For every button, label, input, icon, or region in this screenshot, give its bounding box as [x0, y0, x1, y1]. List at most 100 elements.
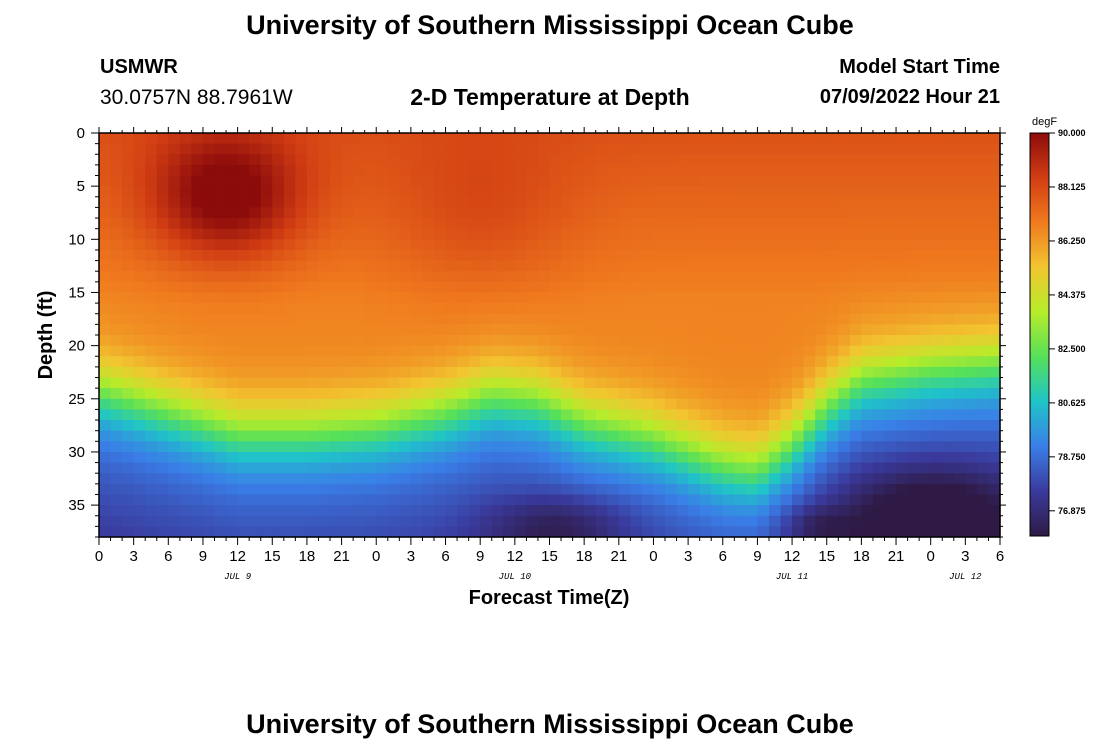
- heatmap-cell: [503, 281, 516, 294]
- heatmap-cell: [780, 186, 793, 198]
- heatmap-cell: [283, 483, 296, 496]
- heatmap-cell: [410, 249, 424, 262]
- heatmap-cell: [387, 154, 400, 166]
- heatmap-cell: [145, 515, 158, 527]
- heatmap-cell: [433, 451, 447, 464]
- heatmap-cell: [872, 249, 886, 262]
- heatmap-cell: [422, 356, 435, 368]
- heatmap-cell: [202, 420, 216, 432]
- heatmap-cell: [226, 515, 239, 527]
- heatmap-cell: [168, 196, 181, 209]
- heatmap-cell: [711, 228, 724, 240]
- heatmap-cell: [376, 175, 389, 187]
- heatmap-cell: [156, 175, 169, 187]
- heatmap-cell: [226, 303, 239, 315]
- heatmap-cell: [711, 271, 724, 283]
- heatmap-cell: [803, 335, 816, 347]
- heatmap-cell: [665, 207, 678, 219]
- heatmap-cell: [503, 345, 516, 357]
- heatmap-cell: [584, 239, 597, 251]
- heatmap-cell: [849, 303, 862, 315]
- heatmap-cell: [607, 281, 620, 294]
- heatmap-cell: [965, 366, 978, 379]
- heatmap-cell: [237, 420, 250, 432]
- heatmap-cell: [965, 430, 978, 442]
- heatmap-cell: [191, 303, 204, 315]
- heatmap-cell: [803, 271, 816, 283]
- heatmap-cell: [99, 260, 112, 272]
- heatmap-cell: [503, 494, 516, 506]
- heatmap-cell: [133, 186, 146, 198]
- heatmap-cell: [930, 154, 943, 166]
- heatmap-cell: [480, 281, 493, 294]
- heatmap-cell: [237, 345, 250, 357]
- heatmap-cell: [884, 441, 897, 453]
- heatmap-cell: [595, 494, 608, 506]
- heatmap-cell: [768, 164, 782, 177]
- heatmap-cell: [503, 441, 516, 453]
- heatmap-cell: [942, 271, 955, 283]
- heatmap-cell: [468, 239, 481, 251]
- heatmap-cell: [953, 505, 966, 517]
- heatmap-cell: [237, 356, 250, 368]
- heatmap-cell: [988, 239, 1001, 251]
- heatmap-cell: [896, 526, 909, 538]
- heatmap-cell: [803, 154, 816, 166]
- heatmap-cell: [295, 186, 308, 198]
- heatmap-cell: [99, 345, 112, 357]
- heatmap-cell: [768, 186, 782, 198]
- heatmap-cell: [433, 281, 447, 294]
- heatmap-cell: [826, 366, 839, 379]
- heatmap-cell: [803, 281, 816, 294]
- heatmap-cell: [330, 249, 343, 262]
- heatmap-cell: [480, 526, 493, 538]
- heatmap-cell: [179, 462, 193, 474]
- heatmap-cell: [295, 483, 308, 496]
- heatmap-cell: [653, 430, 666, 442]
- heatmap-cell: [757, 143, 770, 155]
- heatmap-cell: [988, 175, 1001, 187]
- heatmap-cell: [838, 505, 851, 517]
- heatmap-cell: [988, 133, 1001, 145]
- heatmap-cell: [549, 409, 562, 421]
- heatmap-cell: [422, 345, 435, 357]
- heatmap-cell: [214, 133, 227, 145]
- heatmap-cell: [191, 505, 204, 517]
- heatmap-cell: [861, 281, 874, 294]
- heatmap-cell: [838, 281, 851, 294]
- heatmap-cell: [607, 462, 620, 474]
- heatmap-cell: [641, 313, 655, 325]
- heatmap-cell: [595, 451, 608, 464]
- heatmap-cell: [734, 133, 747, 145]
- heatmap-cell: [838, 494, 851, 506]
- heatmap-cell: [861, 345, 874, 357]
- heatmap-cell: [156, 271, 169, 283]
- heatmap-cell: [884, 366, 897, 379]
- heatmap-cell: [942, 186, 955, 198]
- heatmap-cell: [399, 430, 412, 442]
- heatmap-cell: [780, 207, 793, 219]
- heatmap-cell: [445, 228, 458, 240]
- heatmap-cell: [942, 249, 955, 262]
- heatmap-cell: [838, 398, 851, 411]
- heatmap-cell: [214, 260, 227, 272]
- heatmap-cell: [584, 441, 597, 453]
- heatmap-cell: [179, 143, 193, 155]
- heatmap-cell: [711, 505, 724, 517]
- heatmap-cell: [318, 515, 331, 527]
- heatmap-cell: [665, 303, 678, 315]
- heatmap-cell: [514, 462, 527, 474]
- heatmap-cell: [861, 271, 874, 283]
- heatmap-cell: [953, 324, 966, 336]
- heatmap-cell: [641, 303, 655, 315]
- heatmap-cell: [306, 143, 320, 155]
- heatmap-cell: [768, 154, 782, 166]
- heatmap-cell: [699, 388, 712, 400]
- heatmap-cell: [849, 143, 862, 155]
- heatmap-cell: [226, 483, 239, 496]
- heatmap-cell: [665, 186, 678, 198]
- heatmap-cell: [260, 154, 273, 166]
- heatmap-cell: [410, 526, 424, 538]
- heatmap-cell: [896, 324, 909, 336]
- heatmap-cell: [503, 430, 516, 442]
